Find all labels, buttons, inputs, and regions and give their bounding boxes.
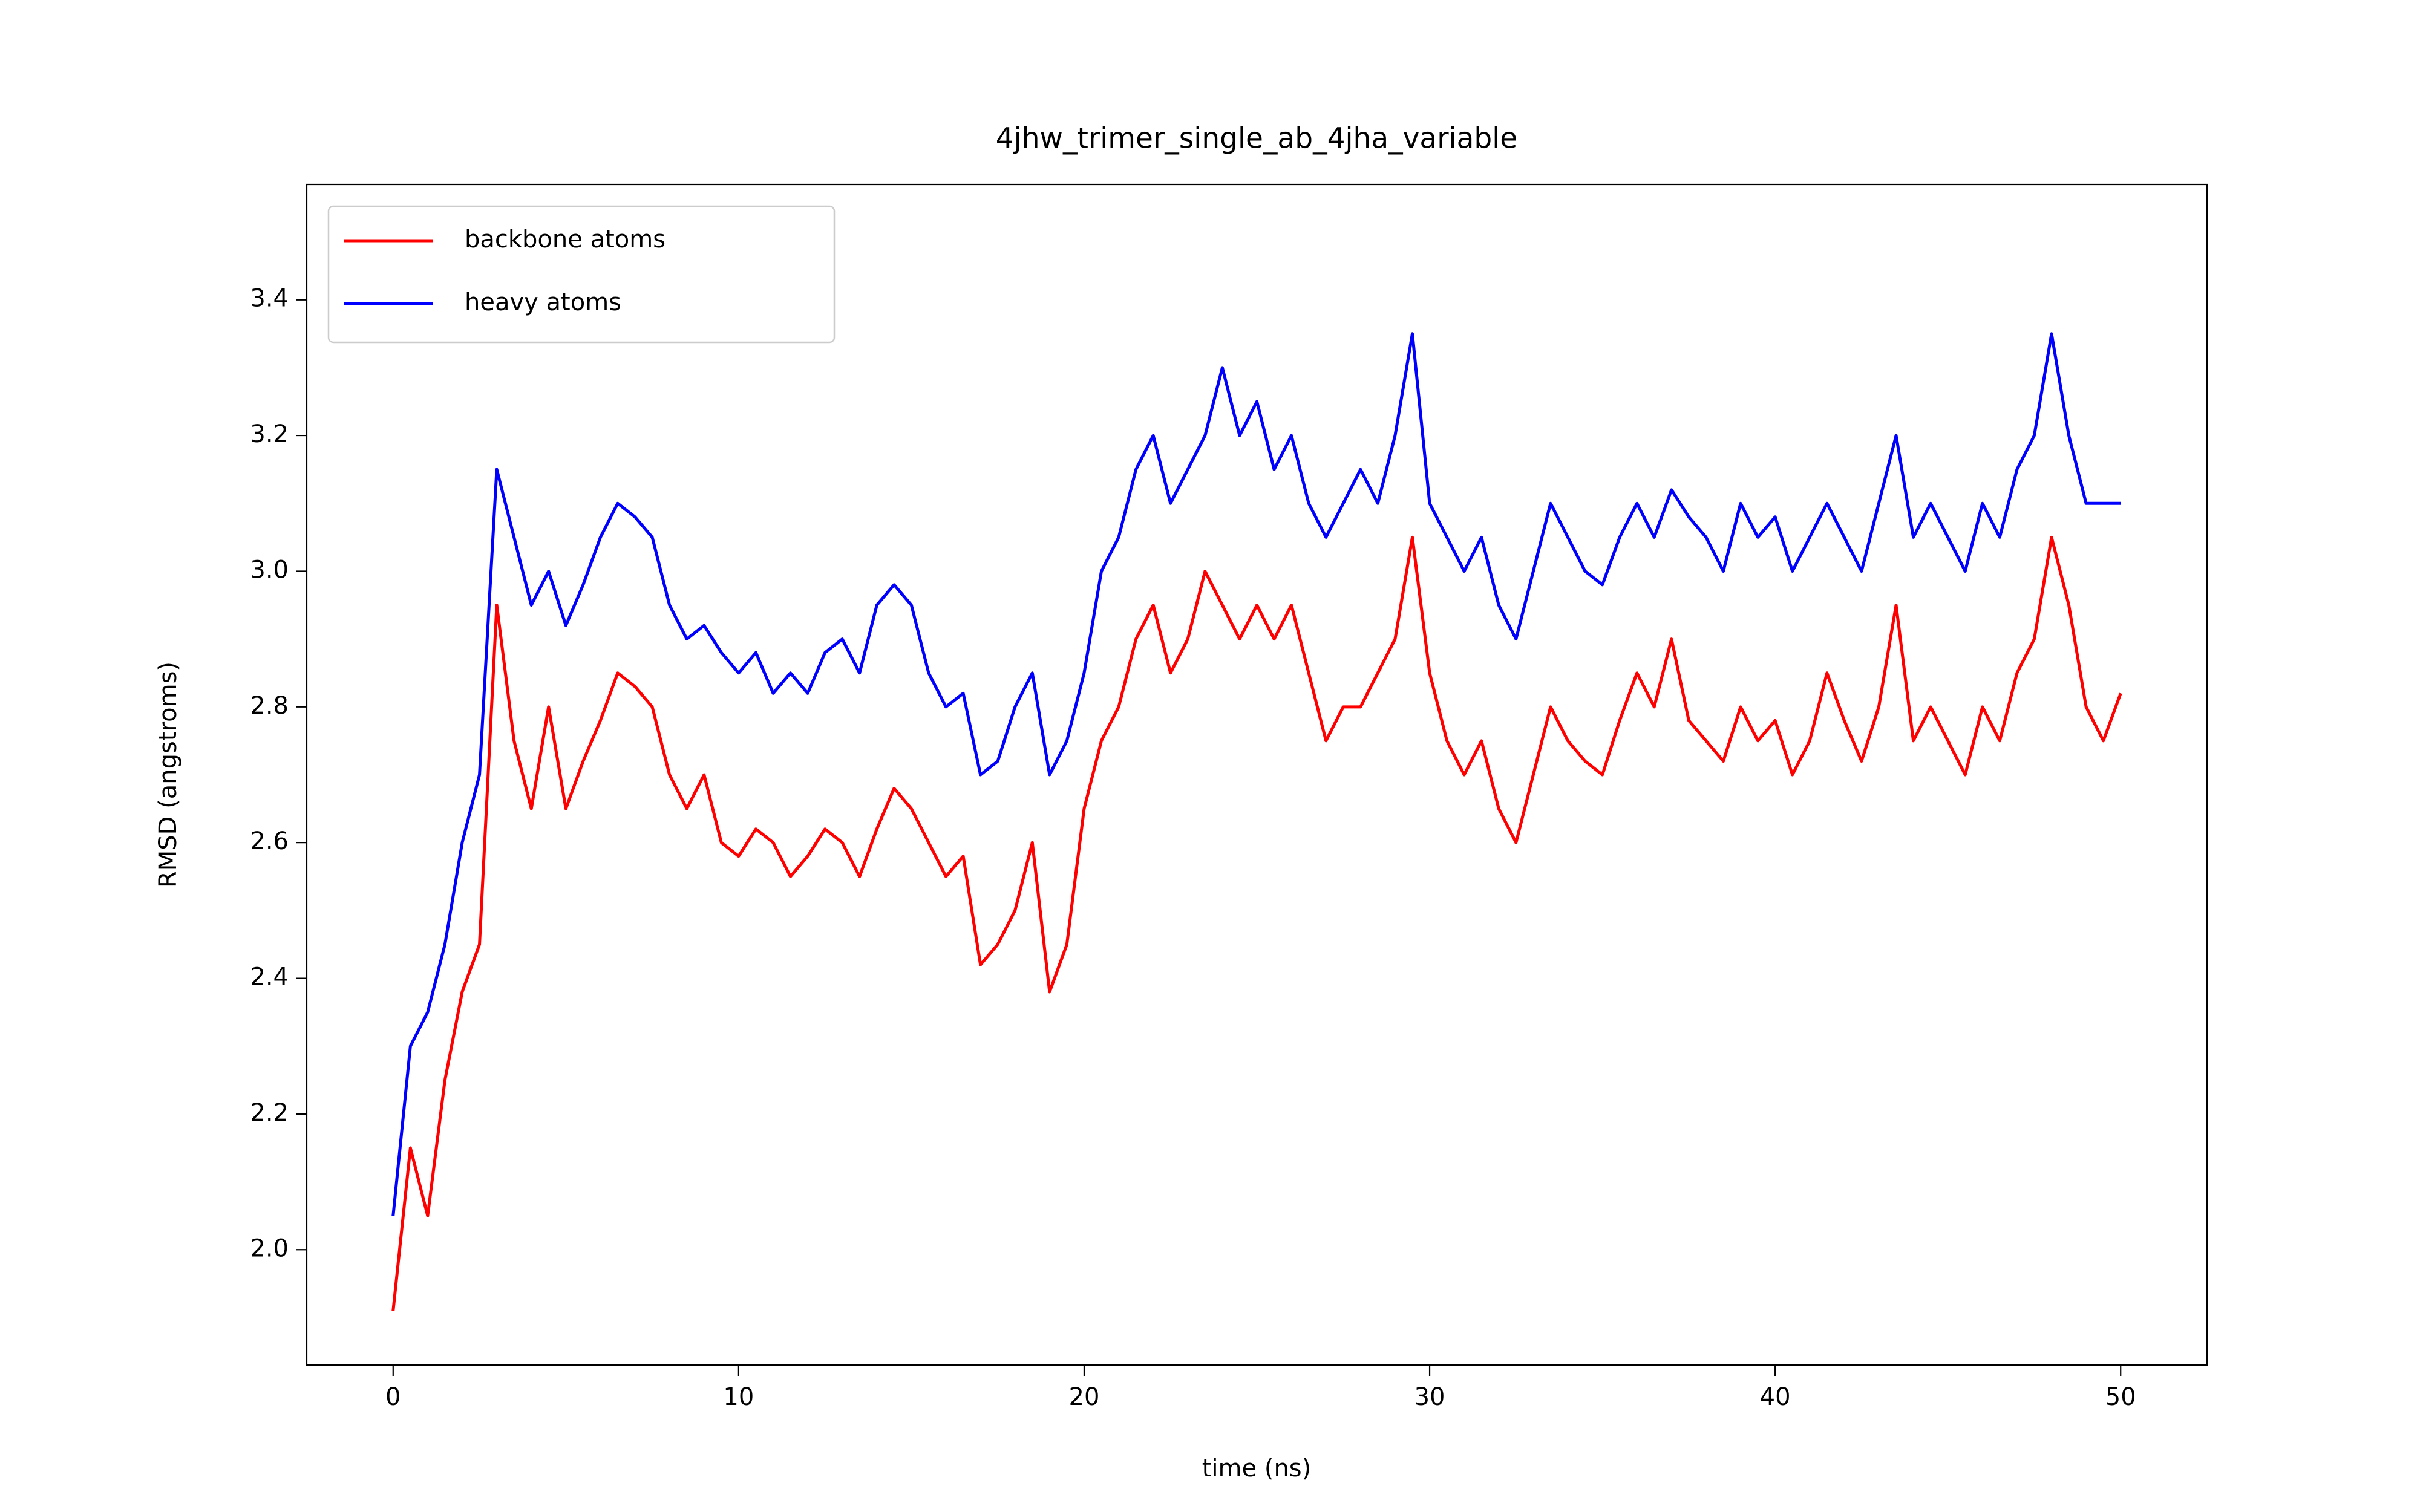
y-tick-label: 2.6 — [250, 827, 289, 855]
chart-title: 4jhw_trimer_single_ab_4jha_variable — [996, 122, 1517, 155]
legend-label: heavy atoms — [465, 288, 621, 316]
plot-frame — [306, 183, 2208, 1366]
y-tick-label: 2.2 — [250, 1099, 289, 1127]
series-line — [391, 332, 2121, 1216]
x-axis-label: time (ns) — [1202, 1455, 1312, 1482]
y-tick-label: 3.4 — [250, 285, 289, 313]
legend-box — [327, 205, 836, 344]
y-tick-label: 2.8 — [250, 692, 289, 720]
x-tick-label: 30 — [1414, 1383, 1445, 1411]
y-tick-label: 2.0 — [250, 1234, 289, 1262]
y-axis-label: RMSD (angstroms) — [154, 662, 182, 888]
x-tick-label: 0 — [385, 1383, 401, 1411]
y-tick-label: 3.2 — [250, 420, 289, 448]
legend: backbone atoms heavy atoms — [327, 205, 836, 344]
x-tick-label: 50 — [2105, 1383, 2136, 1411]
legend-label: backbone atoms — [465, 226, 666, 253]
y-tick-label: 3.0 — [250, 556, 289, 584]
y-tick-label: 2.4 — [250, 963, 289, 991]
series-line — [391, 535, 2122, 1311]
x-tick-label: 40 — [1760, 1383, 1791, 1411]
x-tick-label: 10 — [723, 1383, 754, 1411]
x-tick-label: 20 — [1069, 1383, 1100, 1411]
